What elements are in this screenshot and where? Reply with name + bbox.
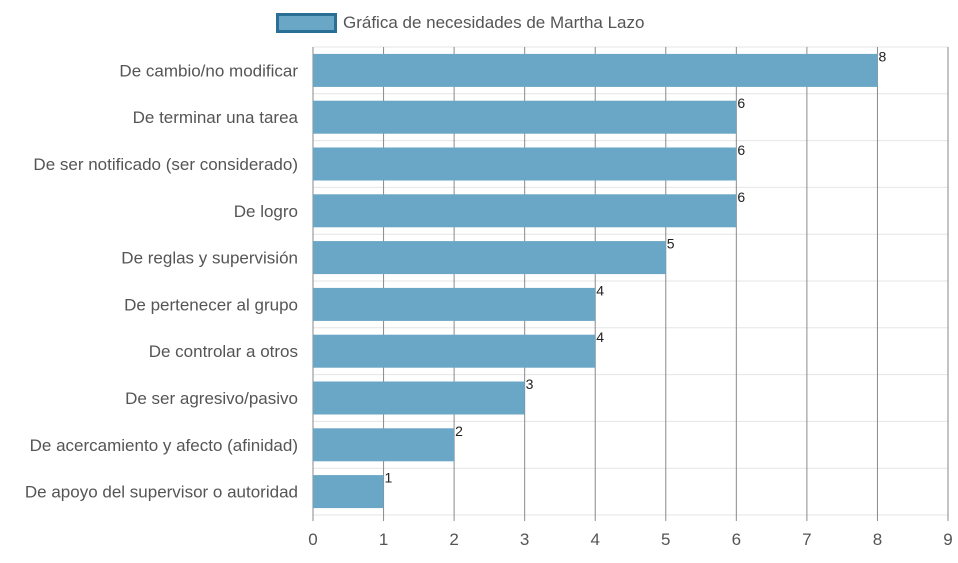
x-tick-label: 2	[449, 530, 458, 549]
bar	[313, 147, 737, 181]
x-tick-label: 7	[802, 530, 811, 549]
value-label: 5	[667, 236, 675, 252]
x-tick-label: 6	[732, 530, 741, 549]
category-label: De logro	[234, 202, 298, 221]
legend-swatch	[276, 13, 337, 33]
category-label: De controlar a otros	[149, 342, 298, 361]
value-label: 6	[737, 189, 745, 205]
value-label: 1	[385, 470, 393, 486]
category-label: De ser notificado (ser considerado)	[33, 155, 298, 174]
bar	[313, 100, 737, 134]
bar	[313, 334, 596, 368]
category-label: De cambio/no modificar	[119, 61, 298, 80]
bar	[313, 428, 455, 462]
category-label: De terminar una tarea	[133, 108, 299, 127]
category-label: De apoyo del supervisor o autoridad	[25, 483, 298, 502]
x-tick-label: 8	[873, 530, 882, 549]
bar	[313, 381, 525, 415]
bar	[313, 53, 878, 87]
value-label: 8	[878, 48, 886, 64]
value-label: 2	[455, 423, 463, 439]
bar	[313, 475, 384, 509]
value-label: 4	[596, 329, 604, 345]
x-tick-label: 4	[590, 530, 599, 549]
x-tick-label: 3	[520, 530, 529, 549]
x-tick-label: 0	[308, 530, 317, 549]
value-label: 4	[596, 282, 604, 298]
value-label: 3	[526, 376, 534, 392]
value-label: 6	[737, 142, 745, 158]
category-label: De reglas y supervisión	[121, 249, 298, 268]
category-label: De pertenecer al grupo	[124, 295, 298, 314]
category-label: De acercamiento y afecto (afinidad)	[30, 436, 298, 455]
value-label: 6	[737, 95, 745, 111]
bar	[313, 194, 737, 228]
legend-label: Gráfica de necesidades de Martha Lazo	[343, 13, 645, 32]
x-tick-label: 9	[943, 530, 952, 549]
legend: Gráfica de necesidades de Martha Lazo	[276, 11, 644, 35]
x-tick-label: 1	[379, 530, 388, 549]
bar	[313, 241, 666, 275]
category-label: De ser agresivo/pasivo	[125, 389, 298, 408]
bar	[313, 287, 596, 321]
x-tick-label: 5	[661, 530, 670, 549]
